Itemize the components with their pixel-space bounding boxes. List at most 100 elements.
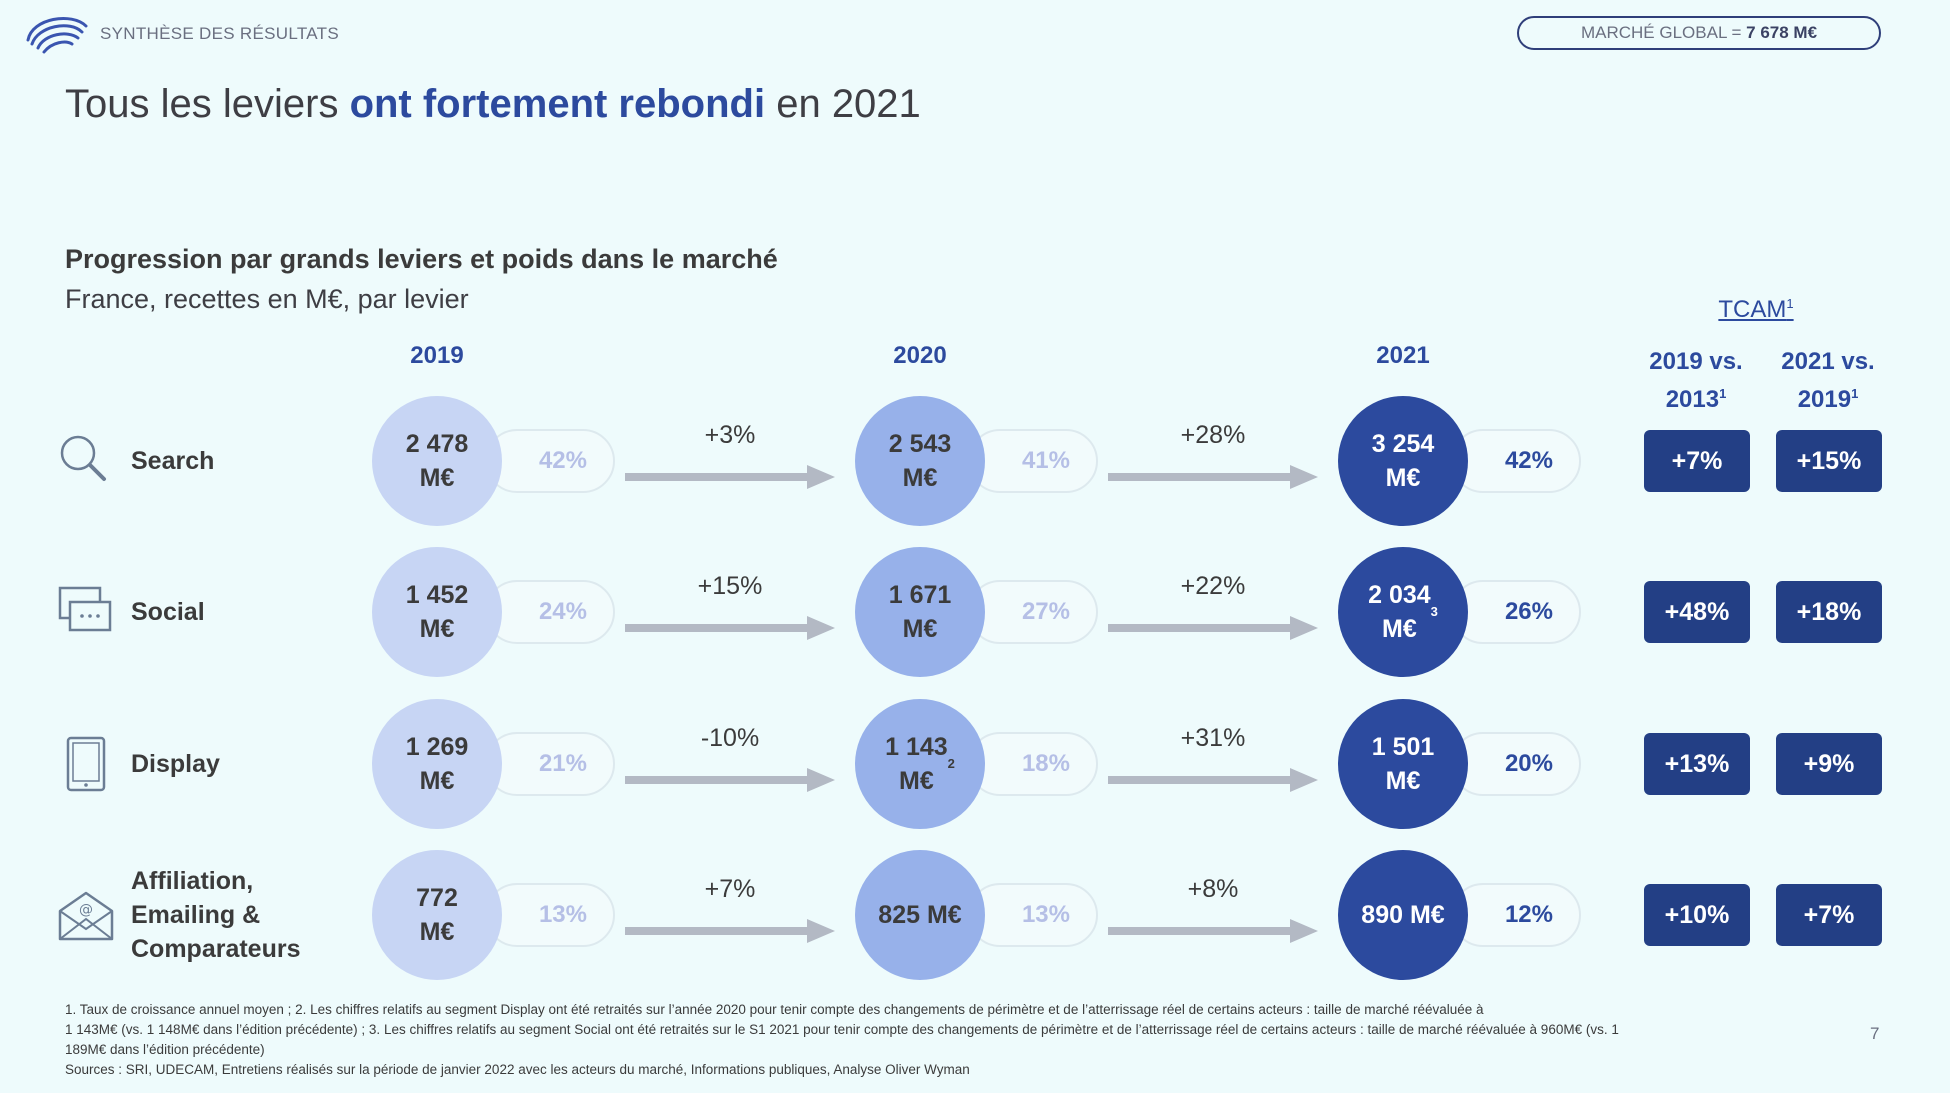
share-pill-2019: 13% (485, 883, 615, 947)
value-circle-2019: 1 269 M€ (372, 699, 502, 829)
market-label: MARCHÉ GLOBAL = (1580, 23, 1747, 42)
share-pill-2019: 21% (485, 732, 615, 796)
chart-subtitle: Progression par grands leviers et poids … (65, 244, 778, 274)
share-pill-2019: 42% (485, 429, 615, 493)
value-text: 1 671 M€ (888, 581, 952, 643)
title-highlight: ont fortement rebondi (349, 82, 766, 126)
growth-label: +8% (1187, 875, 1239, 903)
year-header-2019: 2019 (410, 342, 464, 369)
tcam-2019-vs-2013-box: +13% (1644, 733, 1750, 795)
value-footnote-ref: 3 (1430, 604, 1438, 619)
value-text: 1 501 M€ (1371, 733, 1435, 795)
lever-label: Affiliation, Emailing & Comparateurs (131, 867, 301, 963)
value-circle-2019: 2 478 M€ (372, 396, 502, 526)
footnote-line: 189M€ dans l’édition précédente) (65, 1042, 265, 1057)
growth-label: +15% (697, 572, 763, 600)
tcam-col-2019-vs-2013: 2019 vs. 20131 (1636, 346, 1756, 416)
tcam-2019-vs-2013-box: +7% (1644, 430, 1750, 492)
share-pill-2020: 18% (968, 732, 1098, 796)
value-text: 2 034 M€ (1368, 581, 1431, 643)
tcam-header: TCAM1 (1716, 296, 1796, 324)
tcam-2021-vs-2019-box: +9% (1776, 733, 1882, 795)
share-pill-2020: 27% (968, 580, 1098, 644)
title-part2: en 2021 (765, 82, 921, 126)
growth-arrow (1108, 919, 1318, 943)
envelope-icon: @ (58, 891, 114, 941)
year-header-2021: 2021 (1376, 342, 1430, 369)
search-icon (60, 435, 106, 481)
growth-arrow (1108, 768, 1318, 792)
growth-arrow (1108, 465, 1318, 489)
share-pill-2021: 26% (1451, 580, 1581, 644)
footnote-sources: Sources : SRI, UDECAM, Entretiens réalis… (65, 1062, 970, 1077)
value-circle-2021: 1 501 M€ (1338, 699, 1468, 829)
growth-arrow (1108, 616, 1318, 640)
value-text: 1 269 M€ (405, 733, 469, 795)
value-circle-2021: 2 034 M€ 3 (1338, 547, 1468, 677)
share-pill-2020: 41% (968, 429, 1098, 493)
value-text: 825 M€ (878, 901, 962, 929)
share-pill-2020: 13% (968, 883, 1098, 947)
growth-label: -10% (700, 724, 760, 752)
growth-arrow (625, 768, 835, 792)
market-value: 7 678 M€ (1746, 23, 1818, 42)
share-pill-2021: 42% (1451, 429, 1581, 493)
page-title: Tous les leviers ont fortement rebondi e… (65, 82, 921, 127)
tcam-label: TCAM (1718, 296, 1787, 323)
value-text: 1 452 M€ (405, 581, 469, 643)
value-circle-2020: 1 671 M€ (855, 547, 985, 677)
chart-subsubtitle: France, recettes en M€, par levier (65, 284, 469, 314)
tcam-2019-vs-2013-box: +10% (1644, 884, 1750, 946)
share-pill-2019: 24% (485, 580, 615, 644)
page-number: 7 (1870, 1024, 1880, 1043)
tablet-icon (66, 736, 106, 792)
value-text: 3 254 M€ (1371, 430, 1435, 492)
tcam-col2-line1: 2021 vs. (1781, 348, 1875, 375)
tcam-col2-sup: 1 (1851, 386, 1859, 401)
title-part1: Tous les leviers (65, 82, 350, 126)
brand-logo (26, 17, 88, 54)
footnote-line: 1. Taux de croissance annuel moyen ; 2. … (65, 1002, 1484, 1017)
value-text: 2 543 M€ (888, 430, 952, 492)
tcam-2021-vs-2019-box: +7% (1776, 884, 1882, 946)
footnote-line: 1 143M€ (vs. 1 148M€ dans l’édition préc… (65, 1022, 1619, 1037)
value-circle-2019: 1 452 M€ (372, 547, 502, 677)
growth-label: +31% (1180, 724, 1246, 752)
tcam-2019-vs-2013-box: +48% (1644, 581, 1750, 643)
share-pill-2021: 20% (1451, 732, 1581, 796)
share-pill-2021: 12% (1451, 883, 1581, 947)
value-circle-2020: 1 143 M€ 2 (855, 699, 985, 829)
growth-arrow (625, 919, 835, 943)
growth-label: +28% (1180, 421, 1246, 449)
tcam-col1-sup: 1 (1719, 386, 1727, 401)
value-text: 772 M€ (416, 884, 458, 946)
lever-label: Search (131, 447, 215, 475)
value-footnote-ref: 2 (947, 756, 955, 771)
tcam-col-2021-vs-2019: 2021 vs. 20191 (1768, 346, 1888, 416)
lever-label: Social (131, 598, 205, 626)
year-header-2020: 2020 (893, 342, 947, 369)
lever-label: Display (131, 750, 220, 778)
tcam-col2-line2: 2019 (1797, 386, 1852, 413)
value-circle-2020: 825 M€ (855, 850, 985, 980)
value-text: 890 M€ (1361, 901, 1445, 929)
tcam-col1-line1: 2019 vs. (1649, 348, 1743, 375)
chat-icon (58, 586, 112, 632)
global-market-badge: MARCHÉ GLOBAL = 7 678 M€ (1517, 16, 1881, 50)
tcam-2021-vs-2019-box: +18% (1776, 581, 1882, 643)
tcam-col1-line2: 2013 (1665, 386, 1720, 413)
value-circle-2020: 2 543 M€ (855, 396, 985, 526)
value-text: 2 478 M€ (405, 430, 469, 492)
tcam-label-sup: 1 (1786, 296, 1794, 311)
svg-text:@: @ (79, 902, 93, 918)
growth-label: +22% (1180, 572, 1246, 600)
value-circle-2021: 3 254 M€ (1338, 396, 1468, 526)
tcam-2021-vs-2019-box: +15% (1776, 430, 1882, 492)
section-label: SYNTHÈSE DES RÉSULTATS (100, 24, 339, 43)
value-circle-2021: 890 M€ (1338, 850, 1468, 980)
value-circle-2019: 772 M€ (372, 850, 502, 980)
growth-arrow (625, 465, 835, 489)
footnotes: 1. Taux de croissance annuel moyen ; 2. … (65, 1000, 1805, 1080)
growth-label: +7% (704, 875, 756, 903)
growth-label: +3% (704, 421, 756, 449)
